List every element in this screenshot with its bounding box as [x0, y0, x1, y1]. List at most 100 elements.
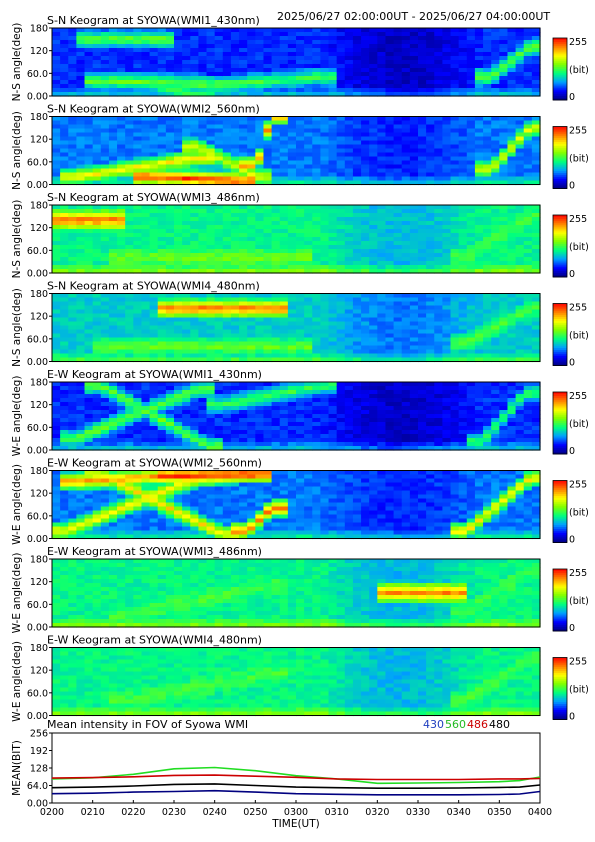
heatmap-cell: [92, 164, 102, 170]
heatmap-cell: [287, 426, 297, 431]
heatmap-cell: [287, 329, 297, 335]
heatmap-cell: [222, 333, 232, 339]
heatmap-cell: [92, 446, 102, 451]
heatmap-cell: [263, 390, 273, 395]
heatmap-cell: [239, 225, 248, 230]
heatmap-cell: [247, 422, 256, 427]
heatmap-cell: [491, 164, 500, 170]
heatmap-cell: [296, 156, 305, 162]
heatmap-cell: [336, 60, 346, 65]
heatmap-cell: [141, 229, 151, 234]
heatmap-cell: [474, 225, 484, 230]
heatmap-cell: [312, 305, 321, 311]
heatmap-cell: [157, 325, 167, 331]
heatmap-cell: [385, 398, 395, 403]
heatmap-cell: [84, 221, 94, 226]
heatmap-cell: [100, 156, 110, 162]
heatmap-cell: [255, 152, 265, 158]
heatmap-cell: [141, 317, 151, 323]
heatmap-cell: [52, 160, 61, 166]
heatmap-cell: [442, 229, 452, 234]
heatmap-cell: [84, 406, 94, 411]
heatmap-cell: [328, 217, 338, 222]
colorbar-segment: [553, 313, 567, 316]
heatmap-cell: [108, 128, 118, 134]
colorbar-segment: [553, 240, 567, 243]
heatmap-cell: [117, 237, 126, 242]
heatmap-cell: [296, 36, 305, 41]
heatmap-cell: [304, 132, 313, 138]
heatmap-cell: [483, 301, 492, 307]
heatmap-cell: [361, 80, 370, 85]
colorbar-segment: [553, 174, 567, 178]
heatmap-cell: [344, 233, 354, 238]
heatmap-cell: [483, 56, 492, 61]
heatmap-cell: [377, 345, 387, 351]
heatmap-cell: [60, 88, 69, 93]
heatmap-cell: [531, 233, 541, 238]
heatmap-cell: [304, 28, 313, 33]
heatmap-cell: [507, 128, 517, 134]
heatmap-cell: [174, 426, 183, 431]
heatmap-cell: [206, 426, 216, 431]
heatmap-cell: [296, 136, 305, 142]
heatmap-cell: [165, 180, 175, 186]
heatmap-cell: [60, 261, 69, 266]
heatmap-cell: [450, 333, 460, 339]
heatmap-cell: [450, 213, 460, 218]
heatmap-cell: [76, 249, 86, 254]
heatmap-cell: [369, 124, 378, 130]
colorbar-segment: [553, 41, 567, 45]
heatmap-cell: [361, 341, 370, 347]
heatmap-cell: [239, 390, 248, 395]
heatmap-cell: [418, 92, 427, 97]
heatmap-cell: [182, 32, 191, 37]
heatmap-cell: [206, 337, 216, 343]
heatmap-cell: [141, 48, 151, 53]
heatmap-cell: [190, 44, 199, 49]
heatmap-cell: [92, 80, 102, 85]
heatmap-cell: [474, 321, 484, 327]
heatmap-cell: [117, 434, 126, 439]
heatmap-cell: [100, 60, 110, 65]
heatmap-cell: [434, 313, 443, 319]
heatmap-cell: [401, 233, 411, 238]
heatmap-cell: [198, 132, 208, 138]
heatmap-cell: [361, 325, 370, 331]
heatmap-cell: [393, 329, 403, 335]
heatmap-cell: [190, 144, 199, 150]
heatmap-cell: [393, 156, 403, 162]
heatmap-cell: [507, 32, 517, 37]
heatmap-cell: [230, 422, 240, 427]
heatmap-cell: [515, 88, 525, 93]
heatmap-cell: [206, 382, 216, 387]
heatmap-cell: [279, 406, 289, 411]
heatmap-cell: [190, 217, 199, 222]
heatmap-cell: [352, 56, 362, 61]
heatmap-cell: [466, 337, 476, 343]
heatmap-cell: [263, 156, 273, 162]
heatmap-cell: [401, 329, 411, 335]
heatmap-cell: [418, 257, 427, 262]
heatmap-cell: [190, 120, 199, 126]
heatmap-cell: [409, 297, 419, 303]
heatmap-cell: [76, 60, 86, 65]
heatmap-cell: [92, 430, 102, 435]
heatmap-cell: [52, 176, 61, 182]
heatmap-cell: [483, 237, 492, 242]
heatmap-cell: [377, 84, 387, 89]
heatmap-cell: [499, 249, 509, 254]
heatmap-cell: [377, 410, 387, 415]
heatmap-cell: [133, 28, 143, 33]
heatmap-cell: [523, 76, 533, 81]
heatmap-cell: [263, 442, 273, 447]
heatmap-cell: [344, 176, 354, 182]
heatmap-cell: [198, 168, 208, 174]
heatmap-cell: [190, 305, 199, 311]
heatmap-cell: [393, 293, 403, 299]
colorbar-frame: [552, 303, 568, 366]
heatmap-cell: [182, 402, 191, 407]
heatmap-cell: [393, 217, 403, 222]
heatmap-cell: [466, 136, 476, 142]
heatmap-cell: [100, 128, 110, 134]
